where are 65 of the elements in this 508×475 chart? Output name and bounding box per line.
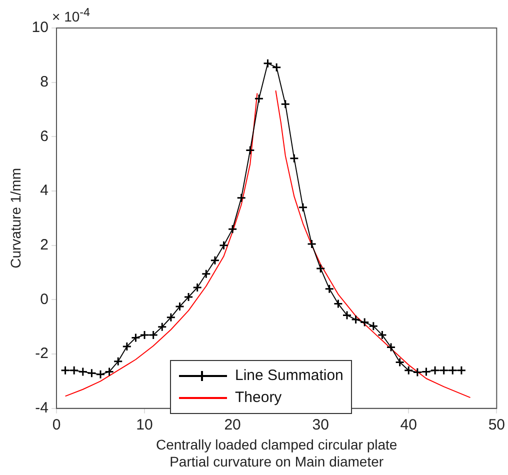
- point: [236, 193, 246, 203]
- point: [412, 368, 422, 378]
- point: [272, 62, 282, 72]
- x-tick-label: 40: [400, 416, 417, 434]
- point: [78, 366, 88, 376]
- point: [316, 264, 326, 274]
- point: [228, 224, 238, 234]
- legend-label: Line Summation: [235, 366, 344, 386]
- point: [86, 368, 96, 378]
- point: [201, 269, 211, 279]
- point: [404, 366, 414, 376]
- x-tick-label: 10: [136, 416, 153, 434]
- point: [174, 302, 184, 312]
- point: [192, 282, 202, 292]
- y-tick-label: 8: [40, 73, 48, 90]
- text: × 10$^{-4}$: [52, 6, 90, 25]
- point: [184, 292, 194, 302]
- point: [386, 342, 396, 352]
- point: [245, 146, 255, 156]
- point: [219, 240, 228, 250]
- point: [69, 366, 79, 376]
- point: [456, 366, 466, 376]
- point: [280, 99, 290, 109]
- y-tick-label: 10: [32, 19, 48, 36]
- point: [210, 256, 220, 266]
- y-tick-label: 6: [40, 128, 48, 145]
- point: [439, 366, 449, 376]
- point: [342, 310, 352, 320]
- x-axis-title: Centrally loaded clamped circular plate Partial curvature on Main diameter: [156, 436, 398, 470]
- point: [448, 366, 458, 376]
- point: [60, 366, 70, 376]
- point: [395, 357, 405, 367]
- x-tick-label: 20: [224, 416, 241, 434]
- y-tick-label: -2: [35, 345, 48, 362]
- x-tick-label: 0: [52, 416, 61, 434]
- point: [166, 312, 176, 322]
- legend-label: Theory: [235, 388, 282, 408]
- point: [157, 322, 167, 332]
- point: [421, 366, 431, 376]
- point: [96, 370, 106, 380]
- point: [289, 154, 299, 164]
- x-tick-label: 30: [312, 416, 329, 434]
- point: [351, 314, 361, 324]
- y-tick-label: 0: [40, 290, 48, 308]
- point: [360, 318, 370, 328]
- point: [148, 330, 158, 340]
- y-tick-label: 4: [40, 182, 48, 200]
- point: [263, 58, 273, 68]
- x-tick-label: 50: [488, 416, 505, 434]
- point: [113, 356, 123, 366]
- point: [307, 239, 317, 249]
- point: [377, 330, 387, 340]
- point: [140, 330, 150, 340]
- point: [368, 321, 378, 331]
- point: [254, 94, 264, 104]
- point: [324, 284, 334, 294]
- point: [333, 299, 343, 309]
- point: [130, 333, 140, 343]
- point: [104, 366, 114, 376]
- point: [430, 366, 440, 376]
- point: [298, 202, 308, 212]
- y-axis-title: Curvature 1/mm: [7, 168, 24, 268]
- point: [122, 342, 132, 352]
- y-tick-label: -4: [35, 400, 48, 417]
- y-tick-label: 2: [40, 236, 48, 254]
